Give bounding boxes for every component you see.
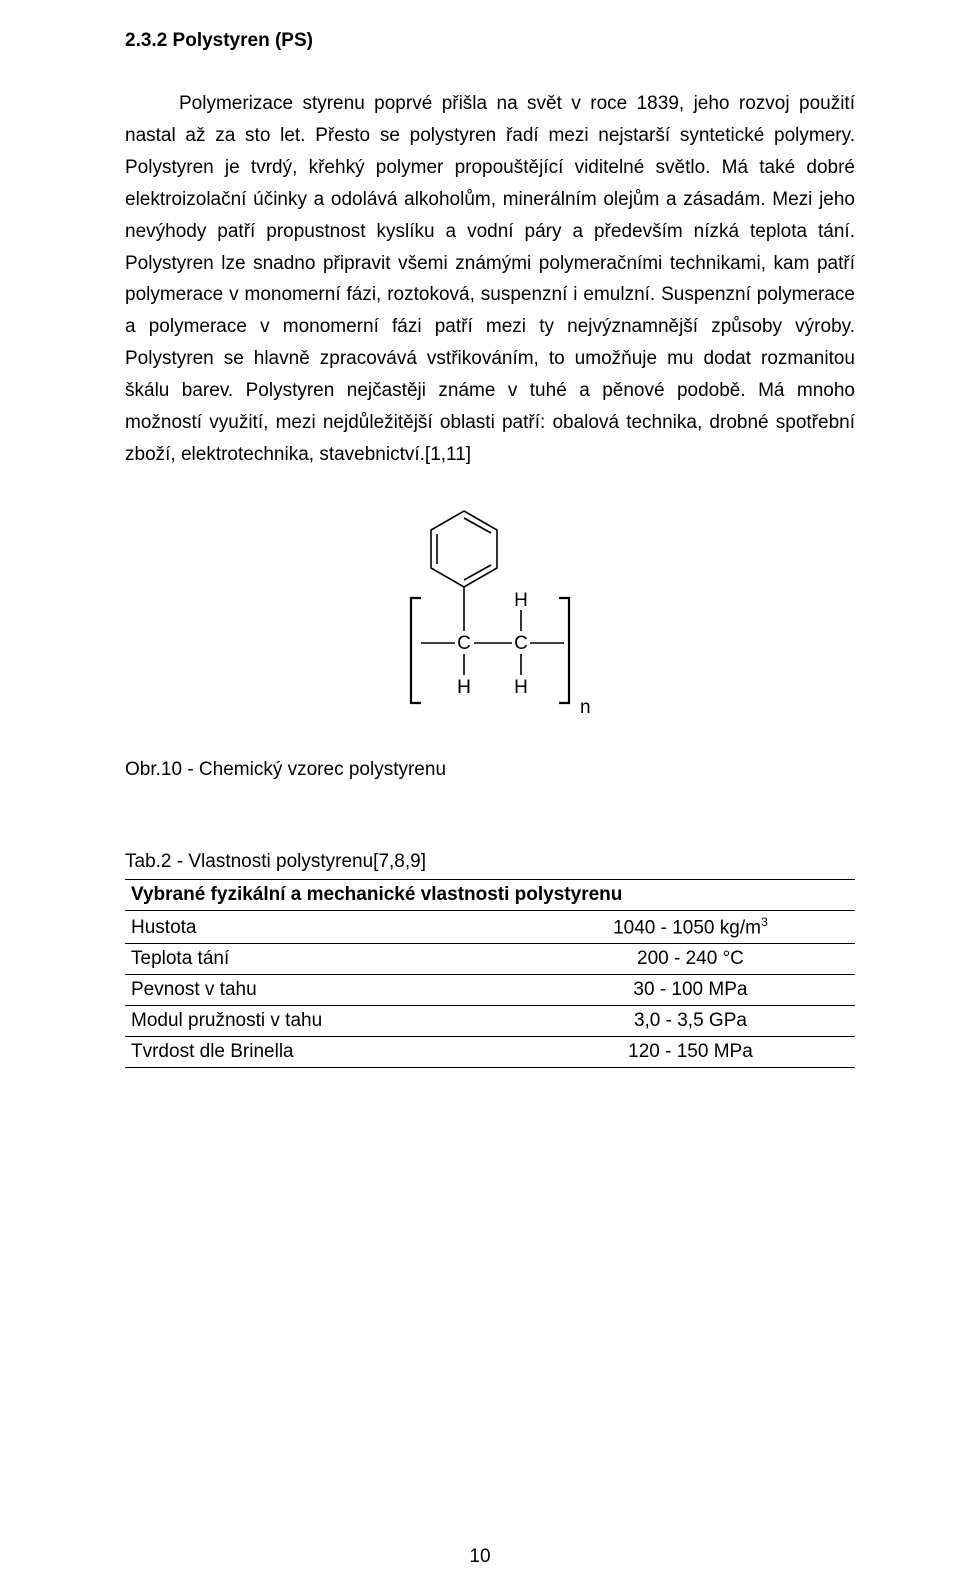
table-header: Vybrané fyzikální a mechanické vlastnost… [125,879,855,910]
section-heading: 2.3.2 Polystyren (PS) [125,30,855,52]
table-row: Hustota1040 - 1050 kg/m3 [125,910,855,943]
table-row: Tvrdost dle Brinella120 - 150 MPa [125,1037,855,1068]
property-name: Tvrdost dle Brinella [125,1037,526,1068]
property-name: Teplota tání [125,944,526,975]
table-caption: Tab.2 - Vlastnosti polystyrenu[7,8,9] [125,851,855,873]
figure-container: C C H H H H n [125,503,855,727]
properties-table: Vybrané fyzikální a mechanické vlastnost… [125,879,855,1068]
property-value: 1040 - 1050 kg/m3 [526,910,855,943]
polystyrene-structure-icon: C C H H H H n [384,503,596,727]
property-name: Hustota [125,910,526,943]
property-name: Modul pružnosti v tahu [125,1006,526,1037]
label-h-bot1: H [457,677,471,698]
property-value: 200 - 240 °C [526,944,855,975]
label-h-top: H [514,590,528,611]
table-row: Pevnost v tahu30 - 100 MPa [125,975,855,1006]
label-c2: C [514,633,528,654]
figure-caption: Obr.10 - Chemický vzorec polystyrenu [125,759,855,781]
property-name: Pevnost v tahu [125,975,526,1006]
table-row: Modul pružnosti v tahu3,0 - 3,5 GPa [125,1006,855,1037]
body-paragraph: Polymerizace styrenu poprvé přišla na sv… [125,88,855,471]
label-c1: C [457,633,471,654]
label-h-bot2: H [514,677,528,698]
label-n: n [580,697,591,718]
property-value: 3,0 - 3,5 GPa [526,1006,855,1037]
property-value: 120 - 150 MPa [526,1037,855,1068]
table-row: Teplota tání200 - 240 °C [125,944,855,975]
property-value: 30 - 100 MPa [526,975,855,1006]
page-number: 10 [0,1546,960,1568]
